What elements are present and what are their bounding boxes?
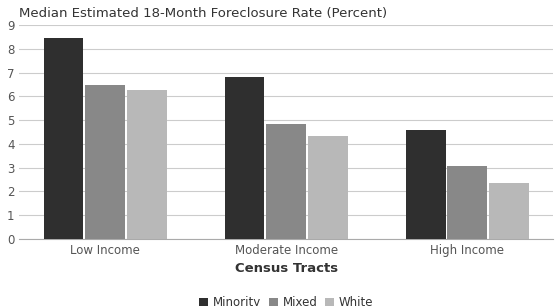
Bar [85, 84, 125, 239]
Bar [225, 77, 264, 239]
X-axis label: Census Tracts: Census Tracts [235, 262, 338, 275]
Bar [266, 124, 306, 239]
Text: Median Estimated 18-Month Foreclosure Rate (Percent): Median Estimated 18-Month Foreclosure Ra… [19, 7, 388, 20]
Bar [44, 38, 83, 239]
Bar [489, 183, 529, 239]
Bar [127, 91, 167, 239]
Legend: Minority, Mixed, White: Minority, Mixed, White [194, 292, 378, 306]
Bar [308, 136, 348, 239]
Bar [447, 166, 487, 239]
Bar [405, 130, 446, 239]
